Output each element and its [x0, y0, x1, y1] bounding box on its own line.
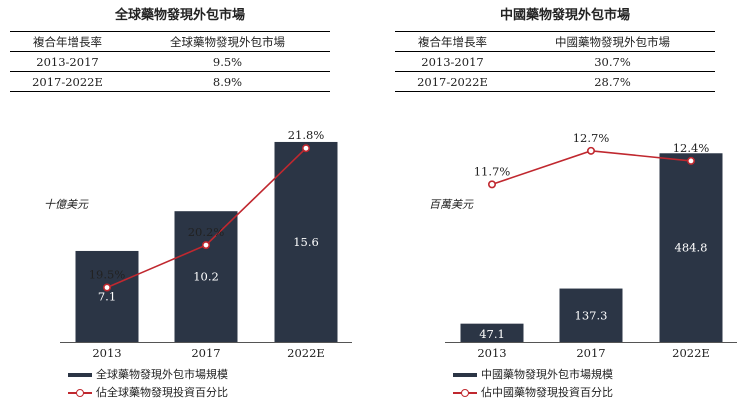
cagr-header-period: 複合年增長率 — [395, 31, 510, 52]
cagr-period: 2017-2022E — [395, 71, 510, 92]
x-tick-label: 2022E — [672, 346, 710, 360]
line-point — [686, 156, 695, 165]
bar — [274, 141, 338, 342]
china-bar-line-chart: 百萬美元 47.1 137.3 484.8 2013 2017 2022E 11.7% 12.7… — [429, 131, 737, 360]
cagr-header-market: 中國藥物發現外包市場 — [510, 31, 715, 52]
x-tick-label: 2017 — [191, 346, 220, 360]
bar-value-label: 7.1 — [98, 289, 116, 303]
table-row: 2017-2022E 28.7% — [395, 71, 715, 92]
legend-item-line: 佔中國藥物發現投資百分比 — [453, 384, 613, 400]
legend-label: 佔中國藥物發現投資百分比 — [481, 386, 613, 399]
legend-line-swatch — [68, 388, 92, 398]
legend-item-line: 佔全球藥物發現投資百分比 — [68, 384, 228, 400]
bar — [559, 288, 623, 342]
table-row: 2013-2017 30.7% — [395, 51, 715, 72]
x-tick-label: 2013 — [92, 346, 121, 360]
line-point-label: 12.4% — [673, 141, 710, 155]
line-point — [103, 283, 112, 292]
cagr-header-market: 全球藥物發現外包市場 — [125, 31, 330, 52]
legend-bar-swatch — [68, 373, 92, 377]
cagr-header-period: 複合年增長率 — [10, 31, 125, 52]
bar — [174, 211, 238, 342]
legend-item-bar: 全球藥物發現外包市場規模 — [68, 366, 228, 382]
unit-label: 十億美元 — [44, 198, 89, 211]
line-point-label: 12.7% — [573, 131, 610, 145]
table-row: 2017-2022E 8.9% — [10, 71, 330, 92]
chart-title: 全球藥物發現外包市場 — [114, 8, 245, 23]
bar — [460, 323, 524, 342]
legend-label: 佔全球藥物發現投資百分比 — [96, 386, 228, 399]
legend-line-swatch — [453, 388, 477, 398]
cagr-value: 8.9% — [125, 71, 330, 92]
cagr-period: 2013-2017 — [395, 51, 510, 72]
cagr-period: 2013-2017 — [10, 51, 125, 72]
global-panel: 全球藥物發現外包市場 複合年增長率 全球藥物發現外包市場 2013-2017 9… — [0, 0, 360, 404]
unit-label: 百萬美元 — [429, 198, 474, 211]
line-point — [587, 146, 596, 155]
cagr-value: 28.7% — [510, 71, 715, 92]
line-point — [301, 144, 310, 153]
table-row: 2013-2017 9.5% — [10, 51, 330, 72]
china-panel: 中國藥物發現外包市場 複合年增長率 中國藥物發現外包市場 2013-2017 3… — [385, 0, 745, 404]
x-tick-label: 2017 — [576, 346, 605, 360]
line-point-label: 19.5% — [89, 268, 126, 282]
legend-item-bar: 中國藥物發現外包市場規模 — [453, 366, 613, 382]
bar — [659, 153, 723, 342]
cagr-value: 30.7% — [510, 51, 715, 72]
bar-value-label: 137.3 — [575, 308, 608, 322]
cagr-period: 2017-2022E — [10, 71, 125, 92]
cagr-value: 9.5% — [125, 51, 330, 72]
cagr-table: 複合年增長率 中國藥物發現外包市場 2013-2017 30.7% 2017-2… — [395, 31, 715, 92]
x-tick-label: 2013 — [477, 346, 506, 360]
chart-title: 中國藥物發現外包市場 — [499, 8, 630, 23]
global-bar-line-chart: 十億美元 7.1 10.2 15.6 2013 2017 2022E 19.5% 20.2% 21… — [44, 128, 352, 360]
line-point-label: 20.2% — [188, 225, 225, 239]
bar-value-label: 47.1 — [479, 327, 505, 341]
x-tick-label: 2022E — [287, 346, 325, 360]
legend-label: 全球藥物發現外包市場規模 — [96, 368, 228, 381]
legend-bar-swatch — [453, 373, 477, 377]
line-point-label: 21.8% — [288, 128, 325, 142]
legend-label: 中國藥物發現外包市場規模 — [481, 368, 613, 381]
bar-value-label: 15.6 — [293, 235, 319, 249]
cagr-table: 複合年增長率 全球藥物發現外包市場 2013-2017 9.5% 2017-20… — [10, 31, 330, 92]
bar — [75, 250, 139, 342]
line-point — [488, 180, 497, 189]
bar-value-label: 484.8 — [675, 241, 708, 255]
bar-value-label: 10.2 — [193, 270, 219, 284]
line-point — [202, 241, 211, 250]
line-point-label: 11.7% — [474, 164, 511, 178]
